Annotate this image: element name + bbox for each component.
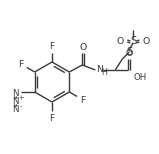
Text: O: O (117, 36, 124, 45)
Text: O: O (126, 49, 133, 59)
Text: H: H (101, 68, 107, 77)
Text: F: F (49, 41, 55, 51)
Text: -: - (20, 103, 22, 109)
Text: N: N (12, 105, 19, 113)
Text: S: S (130, 36, 136, 46)
Text: F: F (49, 113, 55, 122)
Text: OH: OH (133, 73, 147, 83)
Text: O: O (80, 43, 87, 53)
Text: N: N (96, 65, 103, 75)
Text: +: + (18, 95, 23, 101)
Text: F: F (18, 59, 23, 69)
Text: N: N (12, 97, 19, 105)
Text: S: S (126, 47, 132, 57)
Text: F: F (81, 95, 86, 105)
Text: N: N (12, 89, 19, 97)
Text: O: O (143, 36, 150, 45)
